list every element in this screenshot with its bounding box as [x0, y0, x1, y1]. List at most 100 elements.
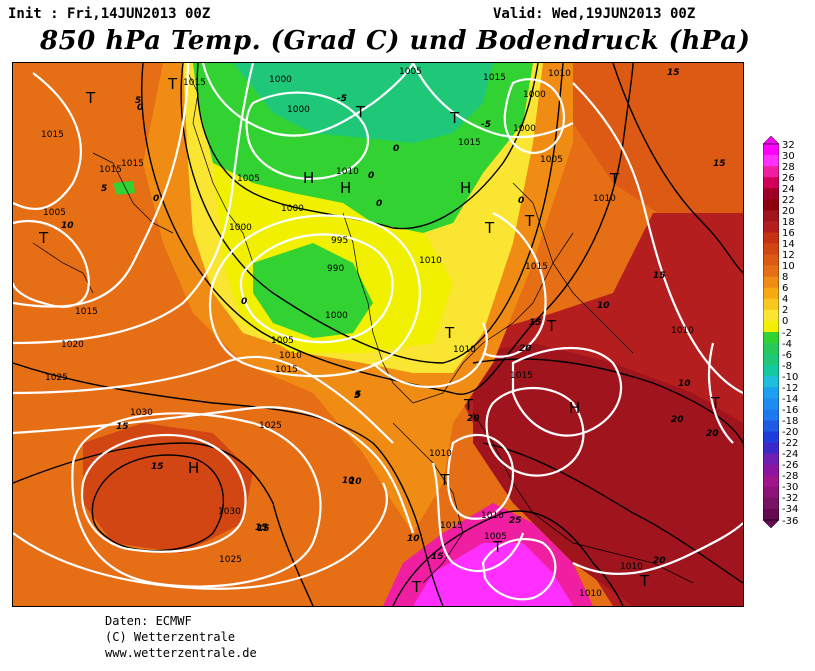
colorbar-segment: [763, 166, 779, 177]
pressure-label: 1000: [287, 105, 310, 115]
pressure-label: 1015: [525, 262, 548, 272]
colorbar-label: -32: [782, 494, 798, 504]
colorbar-segment: [763, 432, 779, 443]
temperature-label: 10: [61, 221, 74, 231]
colorbar-label: -24: [782, 450, 798, 460]
colorbar-segment: [763, 199, 779, 210]
temperature-label: 0: [241, 297, 247, 307]
temperature-label: 15: [431, 552, 444, 562]
low-pressure-marker: T: [639, 572, 650, 590]
colorbar-segment: [763, 299, 779, 310]
low-pressure-marker: T: [609, 170, 620, 188]
colorbar-segment: [763, 144, 779, 155]
pressure-label: 1015: [510, 371, 533, 381]
pressure-label: 1010: [453, 345, 476, 355]
low-pressure-marker: T: [439, 471, 450, 489]
colorbar-segment: [763, 155, 779, 166]
colorbar-label: 4: [782, 295, 788, 305]
low-pressure-marker: T: [167, 75, 178, 93]
copyright: (C) Wetterzentrale: [105, 630, 235, 644]
colorbar-label: 22: [782, 196, 795, 206]
colorbar-segment: [763, 210, 779, 221]
colorbar-label: 26: [782, 174, 795, 184]
pressure-label: 1010: [419, 256, 442, 266]
colorbar-segment: [763, 476, 779, 487]
colorbar-label: -22: [782, 439, 798, 449]
colorbar-label: -14: [782, 395, 798, 405]
temperature-label: 15: [529, 318, 542, 328]
pressure-label: 1015: [99, 165, 122, 175]
colorbar-segment: [763, 454, 779, 465]
high-pressure-marker: H: [460, 179, 471, 197]
pressure-label: 1005: [399, 67, 422, 77]
low-pressure-marker: T: [444, 324, 455, 342]
colorbar-segment: [763, 177, 779, 188]
low-pressure-marker: T: [546, 317, 557, 335]
temperature-colorbar: [763, 136, 779, 528]
temperature-label: 15: [255, 523, 268, 533]
low-pressure-marker: T: [710, 394, 721, 412]
low-pressure-marker: T: [524, 212, 535, 230]
colorbar-segment: [763, 387, 779, 398]
pressure-label: 1005: [237, 174, 260, 184]
colorbar-segment: [763, 343, 779, 354]
website-link[interactable]: www.wetterzentrale.de: [105, 646, 257, 660]
colorbar-bottom-arrow: [763, 520, 779, 528]
weather-map[interactable]: 1015 1000 1005 1015 1010 1000 1015 1000 …: [12, 62, 744, 607]
pressure-label: 1020: [61, 340, 84, 350]
temperature-label: 5: [101, 184, 107, 194]
colorbar-label: -34: [782, 505, 798, 515]
pressure-label: 1005: [271, 336, 294, 346]
temperature-label: 10: [407, 534, 420, 544]
pressure-label: 1010: [620, 562, 643, 572]
colorbar-segment: [763, 310, 779, 321]
colorbar-label: 8: [782, 273, 788, 283]
data-source: Daten: ECMWF: [105, 614, 192, 628]
temperature-label: 20: [706, 429, 719, 439]
colorbar-label: -4: [782, 340, 792, 350]
colorbar-label: -20: [782, 428, 798, 438]
pressure-label: 1025: [45, 373, 68, 383]
colorbar-labels: 32 30 28 26 24 22 20 18 16 14 12 10 8 6 4 2 0 -2 -4 -6 -8 -10…: [782, 137, 814, 529]
low-pressure-marker: T: [85, 89, 96, 107]
colorbar-label: -30: [782, 483, 798, 493]
temperature-label: 20: [653, 556, 666, 566]
colorbar-segment: [763, 266, 779, 277]
pressure-label: 1000: [523, 90, 546, 100]
temperature-label: 5: [135, 96, 141, 106]
low-pressure-marker: T: [492, 538, 503, 556]
colorbar-segment: [763, 409, 779, 420]
high-pressure-marker: H: [569, 399, 580, 417]
colorbar-label: 30: [782, 152, 795, 162]
colorbar-label: -6: [782, 351, 792, 361]
temperature-label: 20: [671, 415, 684, 425]
temperature-label: 15: [667, 68, 680, 78]
pressure-label: 1000: [281, 204, 304, 214]
temperature-label: -5: [481, 120, 491, 130]
colorbar-segment: [763, 509, 779, 520]
colorbar-label: -26: [782, 461, 798, 471]
temperature-label: 0: [153, 194, 159, 204]
init-time: Init : Fri,14JUN2013 00Z: [8, 6, 210, 22]
colorbar-segment: [763, 498, 779, 509]
temperature-label: 15: [713, 159, 726, 169]
pressure-label: 1000: [513, 124, 536, 134]
temperature-label: 15: [151, 462, 164, 472]
pressure-label: 1030: [130, 408, 153, 418]
high-pressure-marker: H: [303, 169, 314, 187]
colorbar-label: 14: [782, 240, 795, 250]
temperature-label: 0: [368, 171, 374, 181]
temperature-label: 10: [342, 476, 355, 486]
pressure-label: 1010: [279, 351, 302, 361]
colorbar-label: -8: [782, 362, 792, 372]
pressure-label: 1000: [269, 75, 292, 85]
temperature-label: 15: [116, 422, 129, 432]
pressure-label: 1005: [540, 155, 563, 165]
colorbar-label: 24: [782, 185, 795, 195]
pressure-label: 1000: [229, 223, 252, 233]
pressure-label: 1000: [325, 311, 348, 321]
colorbar-segment: [763, 376, 779, 387]
pressure-label: 1015: [183, 78, 206, 88]
colorbar-segment: [763, 332, 779, 343]
pressure-label: 1015: [483, 73, 506, 83]
